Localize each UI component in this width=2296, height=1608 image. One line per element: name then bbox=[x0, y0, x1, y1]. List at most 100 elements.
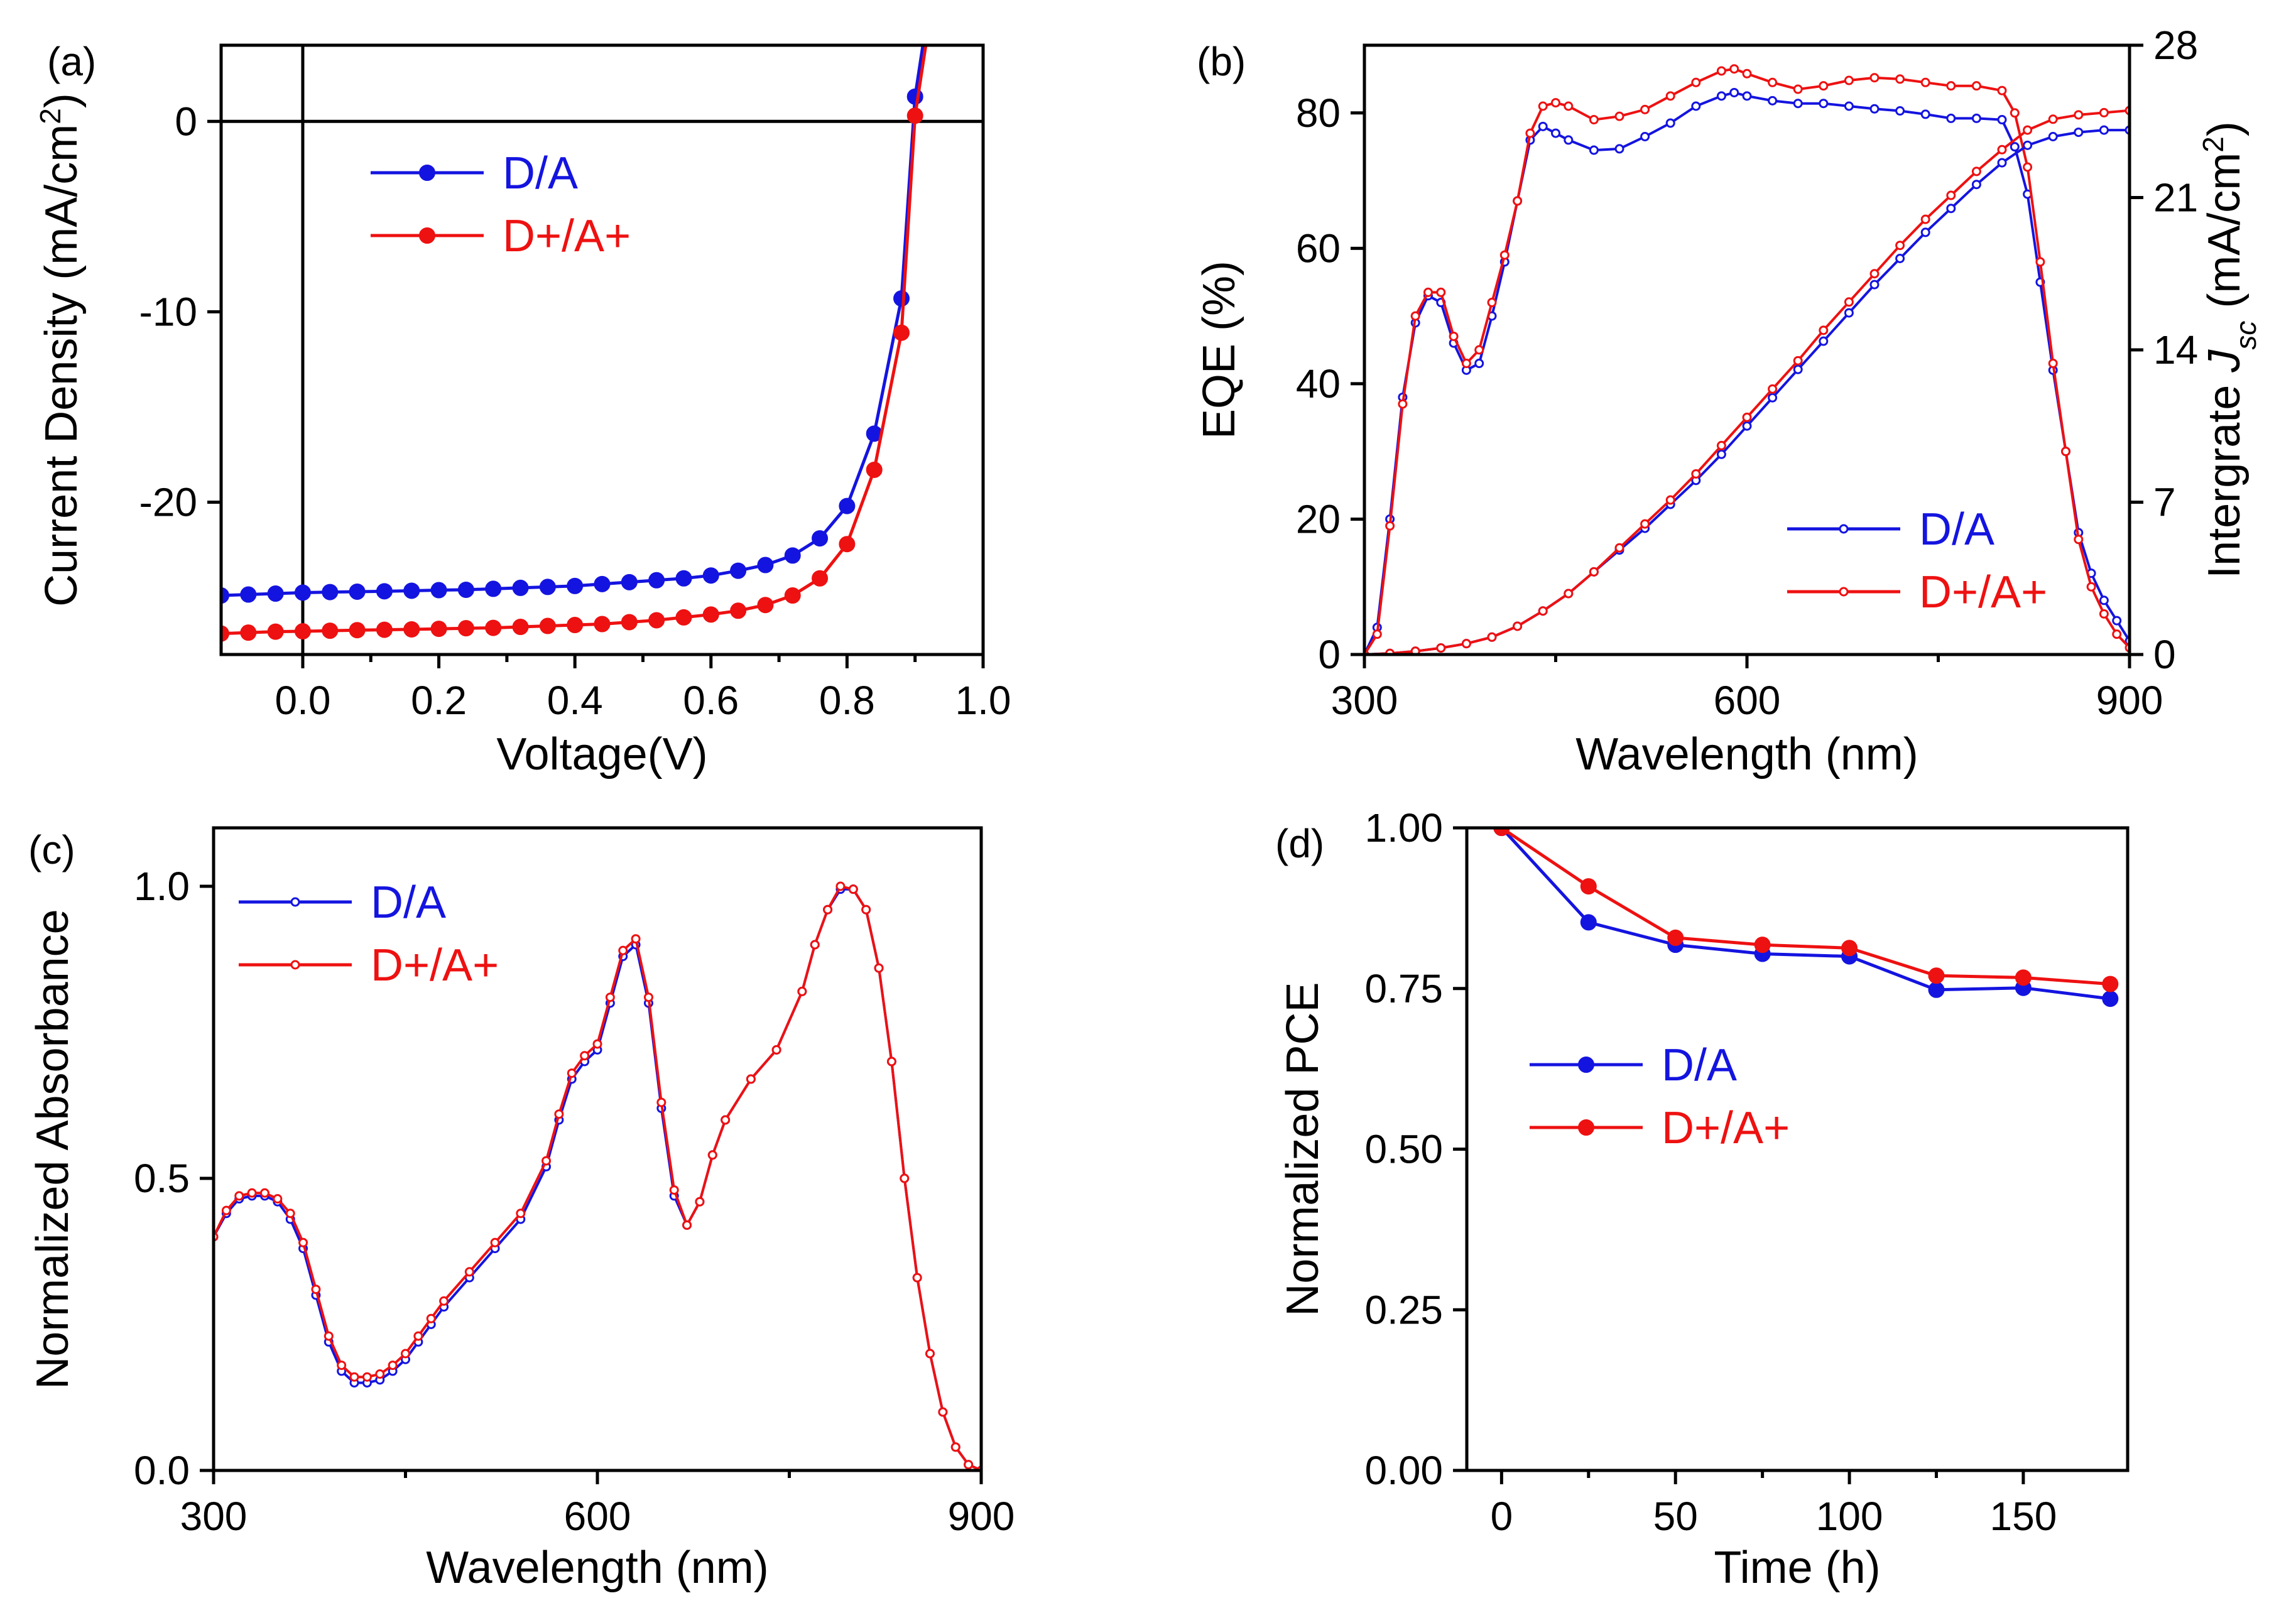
data-point bbox=[349, 583, 366, 600]
data-point bbox=[1640, 519, 1650, 529]
data-point bbox=[457, 620, 474, 637]
data-point bbox=[294, 623, 311, 640]
data-point bbox=[1513, 196, 1523, 206]
legend-marker bbox=[1578, 1119, 1594, 1136]
data-point bbox=[757, 557, 774, 573]
data-point bbox=[1436, 287, 1446, 297]
data-point bbox=[1844, 101, 1854, 111]
panel-label: (d) bbox=[1275, 821, 1324, 866]
x-axis-title: Wavelength (nm) bbox=[426, 1543, 769, 1593]
y-axis-title: Normalized Absorbance bbox=[28, 909, 78, 1389]
data-point bbox=[1385, 521, 1395, 531]
legend: D/A D+/A+ bbox=[239, 877, 499, 991]
legend-label: D+/A+ bbox=[1919, 567, 2047, 617]
data-point bbox=[1665, 495, 1675, 505]
data-point bbox=[1768, 95, 1778, 106]
legend-marker bbox=[419, 227, 435, 244]
data-point bbox=[567, 1068, 577, 1078]
series-b-1 bbox=[1364, 64, 2130, 655]
y-axis-title: EQE (%) bbox=[1194, 261, 1244, 439]
legend: D/A D+/A+ bbox=[371, 148, 631, 261]
data-point bbox=[1640, 132, 1650, 141]
data-point bbox=[567, 577, 584, 594]
data-point bbox=[221, 1205, 231, 1215]
data-point bbox=[1665, 91, 1675, 101]
data-point bbox=[669, 1185, 679, 1195]
data-point bbox=[1841, 940, 1858, 957]
y2-tick-label: 14 bbox=[2153, 327, 2198, 372]
legend-label: D/A bbox=[371, 877, 446, 928]
data-point bbox=[823, 905, 833, 915]
data-point bbox=[682, 1220, 692, 1230]
x-axis-title: Time (h) bbox=[1714, 1543, 1880, 1593]
data-point bbox=[322, 584, 339, 600]
data-point bbox=[1589, 115, 1599, 125]
y-tick-label: 0.50 bbox=[1364, 1127, 1443, 1172]
data-point bbox=[1580, 914, 1597, 931]
data-point bbox=[900, 1173, 910, 1183]
data-point bbox=[2010, 108, 2020, 118]
data-point bbox=[1551, 128, 1560, 138]
data-point bbox=[1538, 101, 1548, 111]
x-tick-label: 0.4 bbox=[547, 678, 603, 723]
title-part: Intergrate bbox=[2199, 372, 2250, 579]
data-point bbox=[2048, 132, 2058, 141]
data-point bbox=[349, 1372, 359, 1382]
data-point bbox=[874, 963, 884, 973]
data-point bbox=[771, 1045, 781, 1055]
legend-marker bbox=[290, 897, 300, 907]
y-axis-title: Current Density (mA/cm2) bbox=[34, 93, 87, 607]
data-point bbox=[1768, 384, 1778, 394]
data-point bbox=[1997, 115, 2007, 125]
data-point bbox=[1869, 104, 1880, 114]
data-point bbox=[430, 621, 447, 638]
data-point bbox=[886, 1057, 896, 1067]
data-point bbox=[925, 1349, 935, 1359]
data-point bbox=[1538, 121, 1548, 131]
series-line bbox=[221, 45, 925, 597]
data-point bbox=[1928, 981, 1945, 998]
x-tick-label: 50 bbox=[1653, 1494, 1698, 1539]
data-point bbox=[695, 1197, 705, 1207]
data-point bbox=[1920, 77, 1930, 87]
legend-marker bbox=[419, 165, 435, 181]
data-point bbox=[285, 1209, 295, 1219]
series-line bbox=[214, 884, 981, 1470]
data-point bbox=[375, 1369, 385, 1379]
title-part: (mA/cm bbox=[2199, 153, 2250, 321]
data-point bbox=[567, 617, 584, 634]
data-point bbox=[839, 497, 856, 514]
data-point bbox=[516, 1209, 526, 1219]
data-point bbox=[2112, 616, 2122, 626]
panel-label: (a) bbox=[47, 39, 96, 84]
plot-frame bbox=[219, 43, 985, 656]
data-point bbox=[2023, 125, 2033, 135]
legend-marker bbox=[1839, 587, 1849, 597]
data-point bbox=[1551, 98, 1560, 108]
data-point bbox=[912, 1273, 922, 1283]
y-tick-label: 0.00 bbox=[1364, 1448, 1443, 1493]
y-tick-label: 1.00 bbox=[1364, 805, 1443, 850]
data-point bbox=[730, 562, 747, 579]
data-point bbox=[1691, 101, 1701, 111]
data-point bbox=[1793, 364, 1803, 374]
data-point bbox=[784, 587, 801, 604]
data-point bbox=[1487, 298, 1497, 308]
data-point bbox=[403, 582, 420, 599]
data-point bbox=[1449, 331, 1459, 341]
plot-frame bbox=[1465, 826, 2130, 1472]
data-point bbox=[621, 573, 638, 590]
x-tick-label: 0.2 bbox=[411, 678, 467, 723]
data-point bbox=[1920, 227, 1930, 237]
data-point bbox=[921, 19, 936, 34]
data-point bbox=[1819, 81, 1829, 91]
data-point bbox=[1474, 345, 1484, 355]
data-point bbox=[906, 107, 923, 124]
series-line bbox=[1500, 828, 2111, 1001]
x-tick-label: 0.8 bbox=[819, 678, 875, 723]
legend-label: D/A bbox=[1919, 504, 1994, 555]
data-point bbox=[893, 290, 910, 307]
legend: D/A D+/A+ bbox=[1530, 1040, 1790, 1153]
data-point bbox=[1895, 241, 1905, 251]
